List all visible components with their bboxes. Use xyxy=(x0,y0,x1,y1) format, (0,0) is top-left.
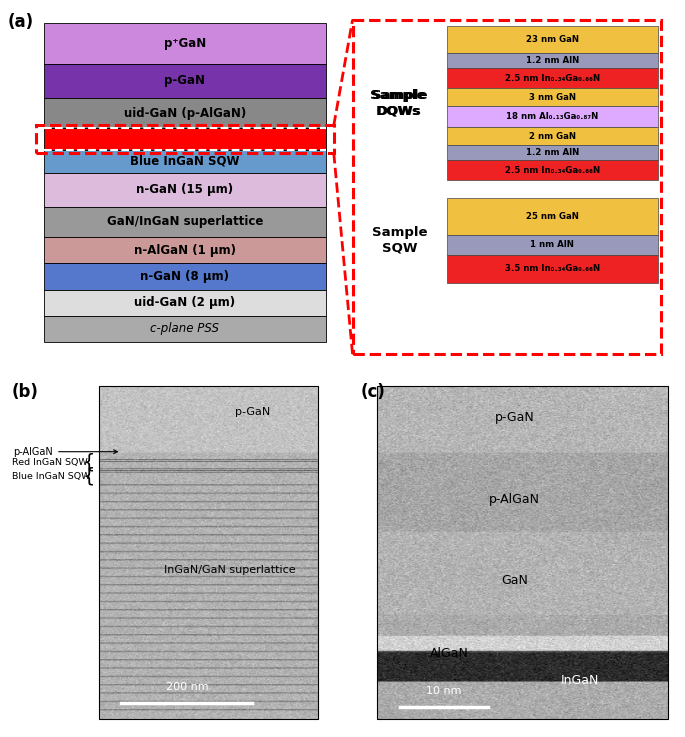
Text: 18 nm Al₀.₁₃Ga₀.₈₇N: 18 nm Al₀.₁₃Ga₀.₈₇N xyxy=(506,112,599,121)
Bar xyxy=(447,160,658,180)
Text: p-AlGaN: p-AlGaN xyxy=(14,447,117,457)
Text: (c): (c) xyxy=(360,383,386,401)
Text: uid-GaN (2 μm): uid-GaN (2 μm) xyxy=(134,296,236,309)
Text: Sample
DQWs: Sample DQWs xyxy=(372,89,427,117)
Text: (a): (a) xyxy=(8,13,34,31)
Bar xyxy=(447,106,658,128)
Text: 1.2 nm AlN: 1.2 nm AlN xyxy=(525,148,579,157)
Text: Sample
DQWs: Sample DQWs xyxy=(370,89,425,117)
Text: p-GaN: p-GaN xyxy=(235,408,270,417)
Bar xyxy=(44,207,325,237)
Text: InGaN: InGaN xyxy=(561,674,599,687)
Text: 2.5 nm In₀.₃₄Ga₀.₆₆N: 2.5 nm In₀.₃₄Ga₀.₆₆N xyxy=(505,74,600,83)
Text: 3 nm GaN: 3 nm GaN xyxy=(529,93,576,102)
Text: (b): (b) xyxy=(12,383,38,401)
Text: n-GaN (15 μm): n-GaN (15 μm) xyxy=(136,184,234,196)
Text: InGaN/GaN superlattice: InGaN/GaN superlattice xyxy=(164,565,295,576)
Bar xyxy=(377,386,669,719)
Bar xyxy=(44,63,325,98)
Bar xyxy=(44,172,325,207)
Bar xyxy=(447,235,658,255)
Text: p-GaN: p-GaN xyxy=(495,411,534,424)
Text: Red InGaN SQW: Red InGaN SQW xyxy=(12,458,88,467)
Text: n-AlGaN (1 μm): n-AlGaN (1 μm) xyxy=(134,244,236,256)
Bar xyxy=(99,386,318,719)
Text: 23 nm GaN: 23 nm GaN xyxy=(526,35,579,44)
Text: {: { xyxy=(82,453,95,472)
Bar xyxy=(447,128,658,145)
Bar xyxy=(44,237,325,263)
Bar xyxy=(447,88,658,106)
Text: Sample
SQW: Sample SQW xyxy=(372,226,427,254)
Bar xyxy=(447,68,658,88)
Text: 25 nm GaN: 25 nm GaN xyxy=(526,212,579,221)
Text: Blue InGaN SQW: Blue InGaN SQW xyxy=(130,155,240,168)
Text: p⁺GaN: p⁺GaN xyxy=(164,37,206,50)
Text: 200 nm: 200 nm xyxy=(166,682,208,693)
Text: Blue InGaN SQW: Blue InGaN SQW xyxy=(12,472,90,481)
Bar xyxy=(447,26,658,53)
Text: GaN/InGaN superlattice: GaN/InGaN superlattice xyxy=(107,215,263,228)
Bar xyxy=(36,125,334,153)
Bar xyxy=(44,150,325,172)
Bar xyxy=(44,263,325,290)
Text: {: { xyxy=(82,467,95,486)
Text: c-plane PSS: c-plane PSS xyxy=(150,322,219,335)
Text: p-AlGaN: p-AlGaN xyxy=(489,493,540,506)
Bar xyxy=(447,255,658,283)
Text: 2.5 nm In₀.₃₄Ga₀.₆₆N: 2.5 nm In₀.₃₄Ga₀.₆₆N xyxy=(505,166,600,175)
Text: GaN: GaN xyxy=(501,574,528,587)
Text: uid-GaN (p-AlGaN): uid-GaN (p-AlGaN) xyxy=(123,107,246,119)
Text: 1.2 nm AlN: 1.2 nm AlN xyxy=(525,56,579,65)
Text: 3.5 nm In₀.₃₄Ga₀.₆₆N: 3.5 nm In₀.₃₄Ga₀.₆₆N xyxy=(505,265,600,273)
Text: 1 nm AlN: 1 nm AlN xyxy=(530,240,574,249)
Bar xyxy=(44,128,325,150)
Text: AlGaN: AlGaN xyxy=(429,647,469,660)
Text: 2 nm GaN: 2 nm GaN xyxy=(529,132,576,141)
Text: Red InGaN QW: Red InGaN QW xyxy=(136,133,234,146)
Bar xyxy=(44,290,325,315)
Bar xyxy=(447,198,658,235)
Bar xyxy=(44,315,325,342)
Bar xyxy=(447,145,658,160)
Text: 10 nm: 10 nm xyxy=(426,686,462,696)
Bar xyxy=(447,53,658,68)
Bar xyxy=(44,24,325,63)
Bar xyxy=(44,98,325,128)
Bar xyxy=(353,20,661,354)
Text: p-GaN: p-GaN xyxy=(164,74,206,87)
Text: n-GaN (8 μm): n-GaN (8 μm) xyxy=(140,270,229,283)
